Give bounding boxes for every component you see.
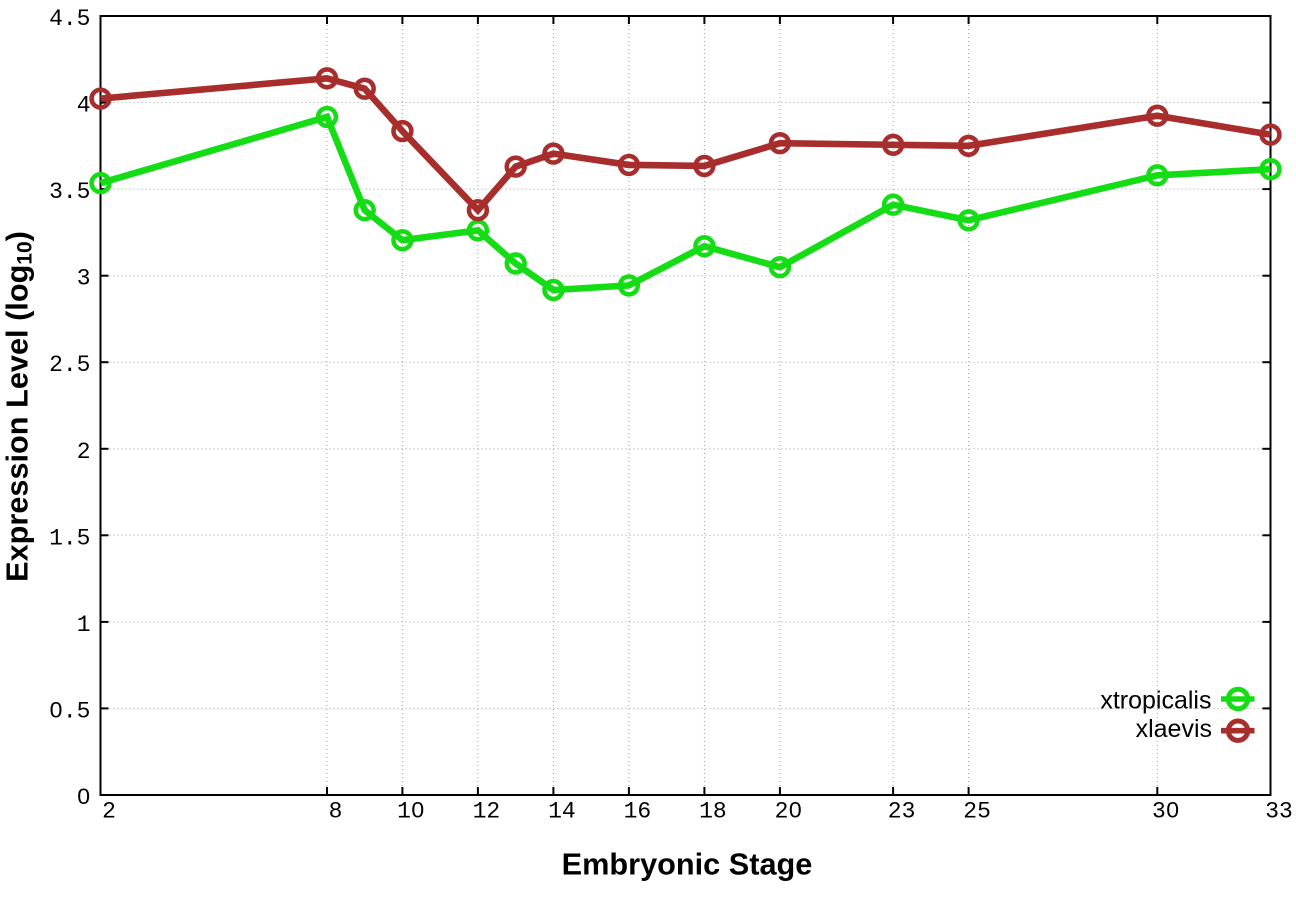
svg-text:xlaevis: xlaevis <box>1136 715 1212 743</box>
svg-text:1.5: 1.5 <box>49 525 90 551</box>
svg-text:14: 14 <box>548 799 576 825</box>
svg-text:30: 30 <box>1152 799 1180 825</box>
svg-text:25: 25 <box>963 799 991 825</box>
svg-text:3.5: 3.5 <box>49 179 90 205</box>
svg-text:2: 2 <box>102 799 116 825</box>
svg-text:xtropicalis: xtropicalis <box>1100 687 1211 715</box>
svg-text:23: 23 <box>888 799 916 825</box>
svg-text:2.5: 2.5 <box>49 352 90 378</box>
svg-text:2: 2 <box>77 439 91 465</box>
svg-text:33: 33 <box>1265 799 1293 825</box>
svg-text:10: 10 <box>397 799 425 825</box>
svg-text:1: 1 <box>77 612 91 638</box>
svg-text:8: 8 <box>329 799 343 825</box>
svg-text:Embryonic Stage: Embryonic Stage <box>562 847 813 882</box>
svg-text:12: 12 <box>473 799 501 825</box>
svg-text:3: 3 <box>77 266 91 292</box>
svg-text:4.5: 4.5 <box>49 6 90 32</box>
svg-text:Expression Level (log10): Expression Level (log10) <box>0 231 37 582</box>
svg-text:18: 18 <box>699 799 727 825</box>
svg-text:4: 4 <box>77 93 91 119</box>
svg-text:20: 20 <box>775 799 803 825</box>
svg-text:16: 16 <box>624 799 652 825</box>
